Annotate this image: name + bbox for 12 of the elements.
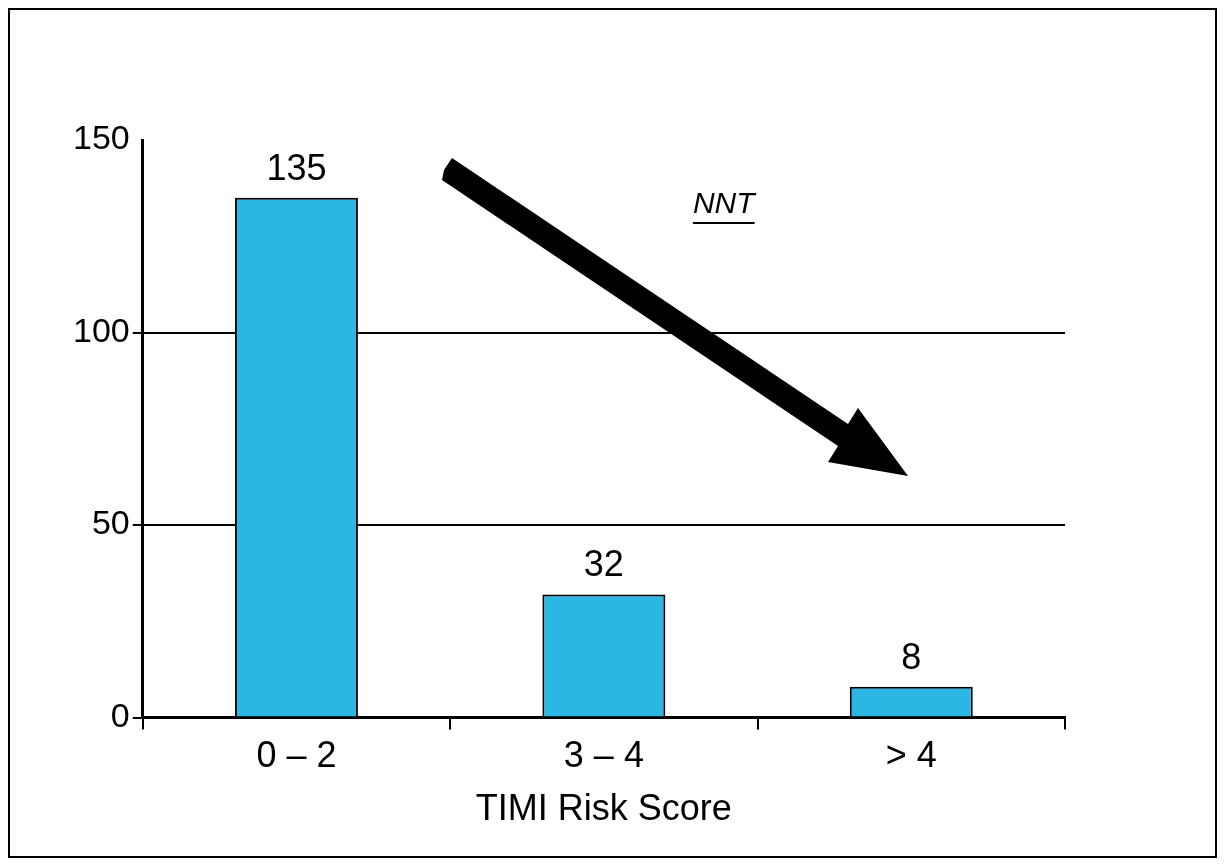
data-label: 32 [583,543,624,585]
y-tick-label: 100 [72,310,130,349]
x-tick-label: > 4 [885,734,937,776]
x-tick-label: 0 – 2 [256,734,337,776]
annotation: NNT [692,186,758,220]
data-label: 135 [266,146,327,188]
y-tick-label: 50 [91,503,130,542]
x-axis-title: TIMI Risk Score [475,787,732,829]
y-tick-label: 150 [72,118,130,157]
y-tick-label: 0 [110,695,130,734]
data-label: 8 [901,635,922,677]
x-tick-label: 3 – 4 [563,734,644,776]
